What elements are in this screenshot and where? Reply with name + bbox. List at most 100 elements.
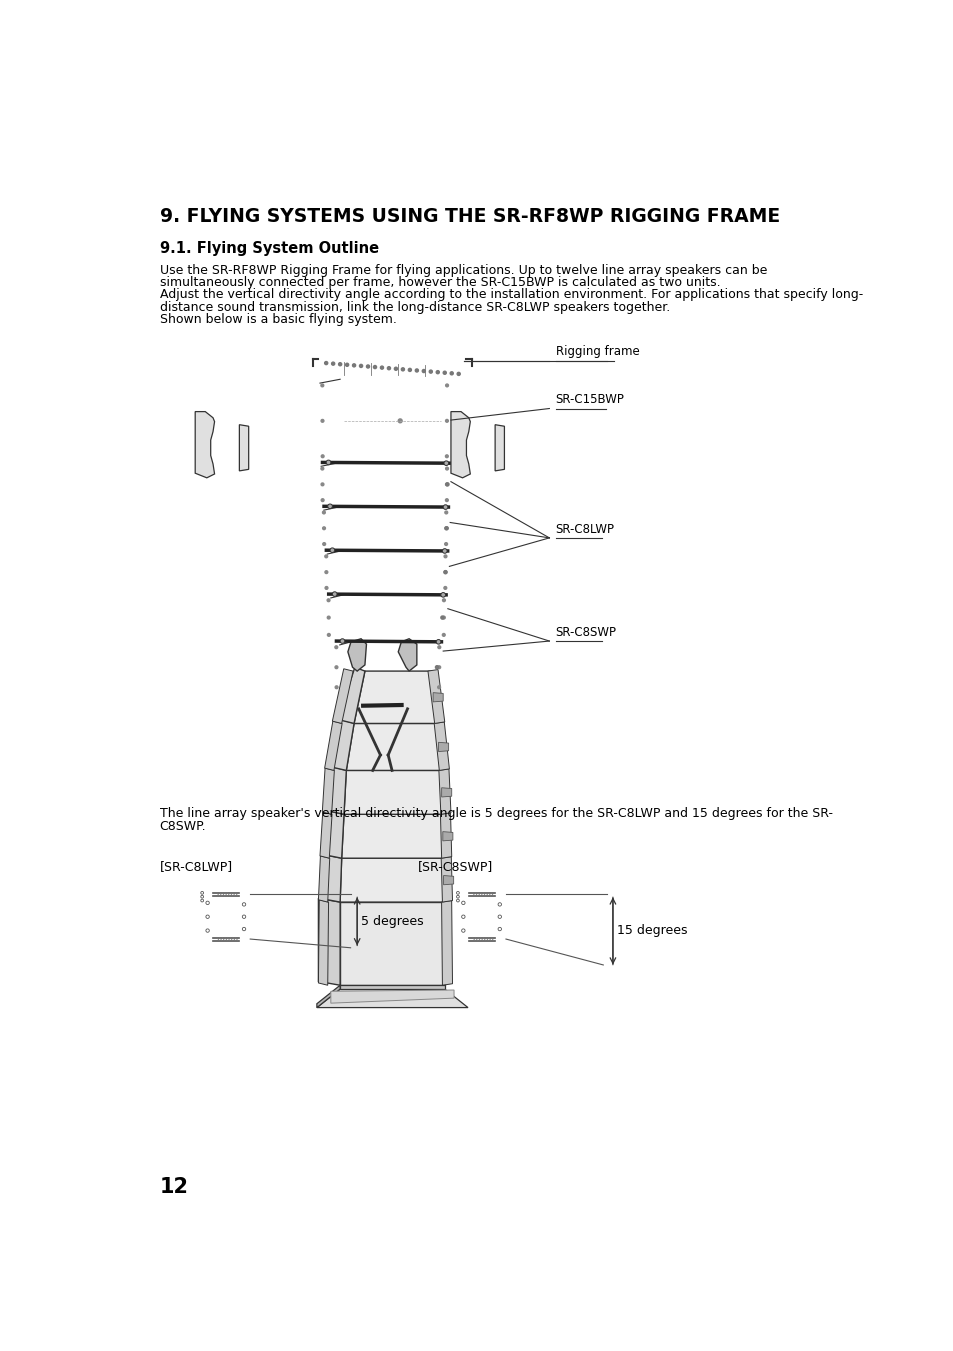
Circle shape bbox=[321, 482, 324, 486]
Circle shape bbox=[436, 370, 439, 374]
Polygon shape bbox=[346, 723, 441, 770]
Polygon shape bbox=[440, 813, 452, 858]
Circle shape bbox=[443, 586, 446, 589]
Polygon shape bbox=[325, 766, 346, 815]
Circle shape bbox=[335, 646, 337, 648]
Polygon shape bbox=[329, 720, 354, 770]
Circle shape bbox=[394, 367, 397, 370]
Circle shape bbox=[445, 455, 448, 458]
Circle shape bbox=[437, 666, 440, 669]
Text: SR-C15BWP: SR-C15BWP bbox=[555, 393, 624, 407]
Circle shape bbox=[445, 527, 448, 530]
Circle shape bbox=[437, 646, 440, 648]
Circle shape bbox=[456, 373, 459, 376]
Circle shape bbox=[443, 372, 446, 374]
Text: simultaneously connected per frame, however the SR-C15BWP is calculated as two u: simultaneously connected per frame, howe… bbox=[159, 276, 720, 289]
Circle shape bbox=[443, 505, 447, 509]
Circle shape bbox=[321, 499, 324, 501]
Text: SR-C8SWP: SR-C8SWP bbox=[555, 626, 616, 639]
Circle shape bbox=[443, 570, 447, 574]
Circle shape bbox=[200, 900, 203, 902]
Polygon shape bbox=[316, 989, 468, 1008]
Circle shape bbox=[397, 419, 402, 423]
Polygon shape bbox=[195, 412, 214, 478]
Circle shape bbox=[320, 467, 323, 470]
Circle shape bbox=[325, 586, 328, 589]
Text: 9.1. Flying System Outline: 9.1. Flying System Outline bbox=[159, 240, 378, 255]
Circle shape bbox=[461, 901, 464, 905]
Circle shape bbox=[326, 461, 331, 465]
Circle shape bbox=[242, 927, 246, 931]
Circle shape bbox=[324, 362, 328, 365]
Circle shape bbox=[445, 419, 448, 423]
Circle shape bbox=[332, 592, 336, 596]
Circle shape bbox=[429, 370, 432, 373]
Circle shape bbox=[338, 362, 341, 366]
Polygon shape bbox=[324, 721, 342, 770]
Polygon shape bbox=[341, 815, 443, 858]
Polygon shape bbox=[438, 769, 451, 815]
Text: C8SWP.: C8SWP. bbox=[159, 820, 206, 832]
Polygon shape bbox=[337, 667, 365, 723]
Circle shape bbox=[444, 543, 447, 546]
Text: distance sound transmission, link the long-distance SR-C8LWP speakers together.: distance sound transmission, link the lo… bbox=[159, 301, 669, 313]
Polygon shape bbox=[319, 854, 341, 902]
Circle shape bbox=[456, 892, 458, 894]
Circle shape bbox=[443, 461, 448, 466]
Circle shape bbox=[330, 549, 335, 553]
Polygon shape bbox=[495, 424, 504, 471]
Circle shape bbox=[408, 369, 411, 372]
Polygon shape bbox=[322, 769, 334, 815]
Circle shape bbox=[322, 527, 325, 530]
Text: 5 degrees: 5 degrees bbox=[360, 915, 423, 928]
Polygon shape bbox=[438, 742, 448, 751]
Circle shape bbox=[445, 467, 448, 470]
Circle shape bbox=[456, 900, 458, 902]
Circle shape bbox=[327, 598, 330, 601]
Polygon shape bbox=[318, 898, 340, 985]
Polygon shape bbox=[354, 671, 436, 723]
Polygon shape bbox=[332, 669, 353, 723]
Circle shape bbox=[437, 686, 440, 689]
Text: Shown below is a basic flying system.: Shown below is a basic flying system. bbox=[159, 313, 396, 326]
Circle shape bbox=[461, 929, 464, 932]
Text: 9. FLYING SYSTEMS USING THE SR-RF8WP RIGGING FRAME: 9. FLYING SYSTEMS USING THE SR-RF8WP RIG… bbox=[159, 207, 779, 226]
Circle shape bbox=[440, 593, 445, 597]
Circle shape bbox=[327, 616, 330, 619]
Text: SR-C8LWP: SR-C8LWP bbox=[555, 523, 614, 535]
Circle shape bbox=[450, 372, 453, 374]
Circle shape bbox=[415, 369, 418, 372]
Circle shape bbox=[345, 363, 348, 366]
Polygon shape bbox=[319, 812, 332, 858]
Circle shape bbox=[335, 666, 337, 669]
Circle shape bbox=[325, 570, 328, 574]
Circle shape bbox=[445, 482, 449, 486]
Text: 12: 12 bbox=[159, 1177, 189, 1197]
Circle shape bbox=[206, 901, 209, 905]
Circle shape bbox=[200, 896, 203, 898]
Circle shape bbox=[322, 543, 325, 546]
Polygon shape bbox=[433, 693, 443, 703]
Text: The line array speaker's vertical directivity angle is 5 degrees for the SR-C8LW: The line array speaker's vertical direct… bbox=[159, 808, 832, 820]
Polygon shape bbox=[340, 985, 444, 989]
Polygon shape bbox=[318, 900, 328, 985]
Circle shape bbox=[456, 896, 458, 898]
Circle shape bbox=[373, 366, 376, 369]
Circle shape bbox=[328, 504, 332, 508]
Polygon shape bbox=[451, 412, 470, 478]
Circle shape bbox=[440, 616, 443, 619]
Circle shape bbox=[366, 365, 369, 367]
Circle shape bbox=[497, 915, 501, 919]
Circle shape bbox=[387, 366, 390, 370]
Circle shape bbox=[380, 366, 383, 369]
Polygon shape bbox=[441, 788, 452, 797]
Text: [SR-C8LWP]: [SR-C8LWP] bbox=[159, 859, 233, 873]
Circle shape bbox=[206, 929, 209, 932]
Circle shape bbox=[321, 455, 324, 458]
Polygon shape bbox=[340, 902, 444, 985]
Circle shape bbox=[461, 915, 464, 919]
Text: Adjust the vertical directivity angle according to the installation environment.: Adjust the vertical directivity angle ac… bbox=[159, 288, 862, 301]
Circle shape bbox=[497, 902, 501, 907]
Circle shape bbox=[444, 555, 446, 558]
Polygon shape bbox=[428, 670, 444, 723]
